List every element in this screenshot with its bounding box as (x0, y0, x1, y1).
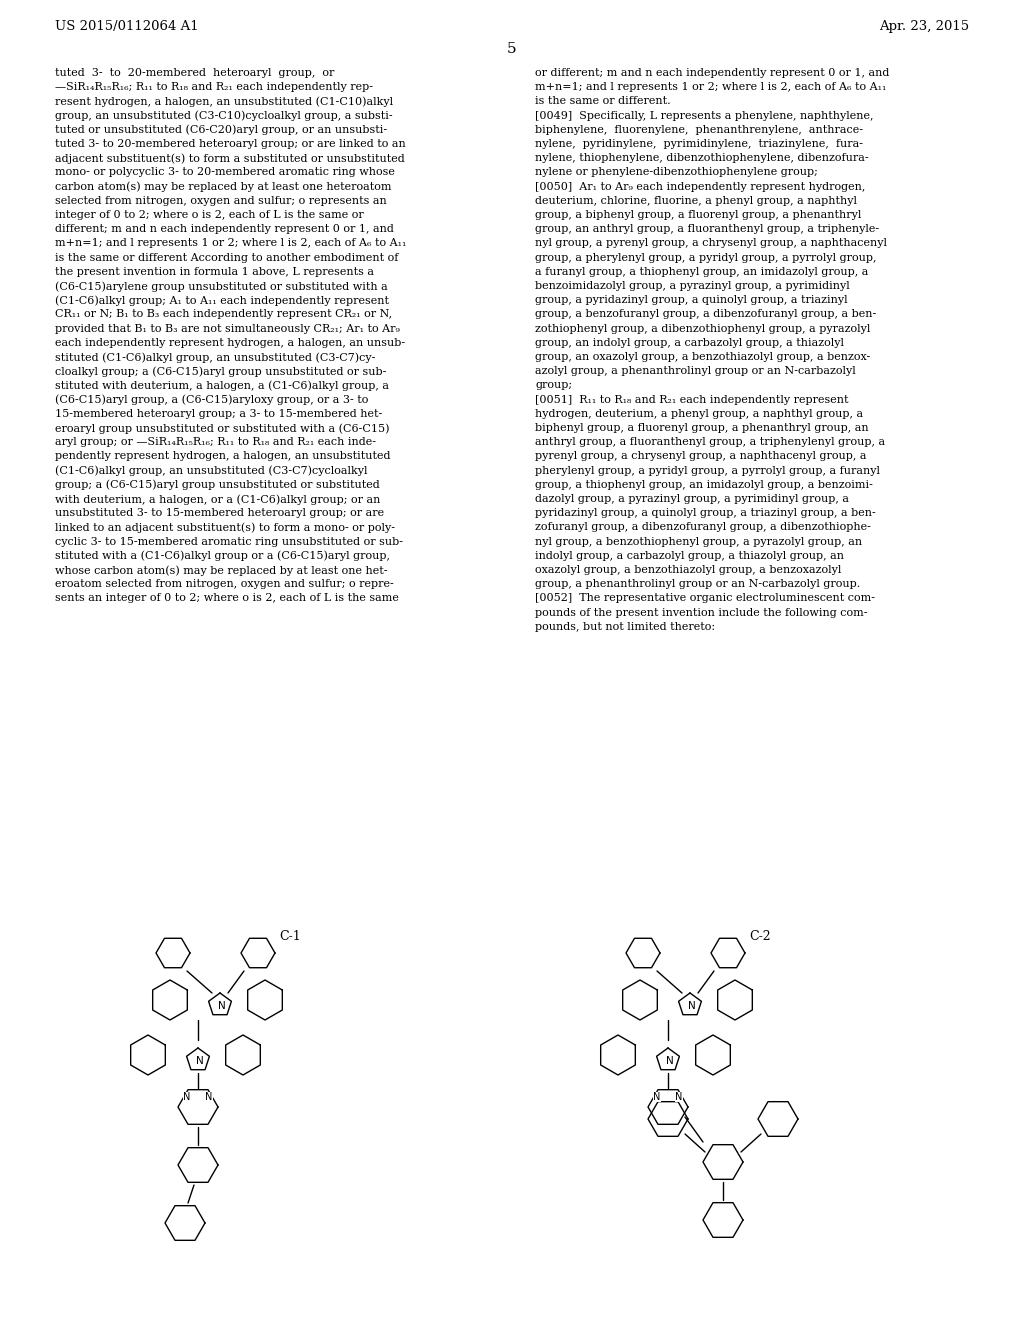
Text: deuterium, chlorine, fluorine, a phenyl group, a naphthyl: deuterium, chlorine, fluorine, a phenyl … (535, 195, 857, 206)
Text: nyl group, a benzothiophenyl group, a pyrazolyl group, an: nyl group, a benzothiophenyl group, a py… (535, 537, 862, 546)
Text: group, an indolyl group, a carbazolyl group, a thiazolyl: group, an indolyl group, a carbazolyl gr… (535, 338, 844, 347)
Text: N: N (675, 1092, 683, 1102)
Text: N: N (218, 1001, 226, 1011)
Text: indolyl group, a carbazolyl group, a thiazolyl group, an: indolyl group, a carbazolyl group, a thi… (535, 550, 844, 561)
Text: aryl group; or —SiR₁₄R₁₅R₁₆; R₁₁ to R₁₈ and R₂₁ each inde-: aryl group; or —SiR₁₄R₁₅R₁₆; R₁₁ to R₁₈ … (55, 437, 376, 447)
Text: —SiR₁₄R₁₅R₁₆; R₁₁ to R₁₈ and R₂₁ each independently rep-: —SiR₁₄R₁₅R₁₆; R₁₁ to R₁₈ and R₂₁ each in… (55, 82, 373, 92)
Text: the present invention in formula 1 above, L represents a: the present invention in formula 1 above… (55, 267, 374, 277)
Text: N: N (183, 1092, 190, 1102)
Text: [0050]  Ar₁ to Ar₉ each independently represent hydrogen,: [0050] Ar₁ to Ar₉ each independently rep… (535, 182, 865, 191)
Text: group, a pherylenyl group, a pyridyl group, a pyrrolyl group,: group, a pherylenyl group, a pyridyl gro… (535, 252, 877, 263)
Text: [0049]  Specifically, L represents a phenylene, naphthylene,: [0049] Specifically, L represents a phen… (535, 111, 873, 120)
Text: (C6-C15)aryl group, a (C6-C15)aryloxy group, or a 3- to: (C6-C15)aryl group, a (C6-C15)aryloxy gr… (55, 395, 369, 405)
Text: N: N (653, 1092, 660, 1102)
Text: linked to an adjacent substituent(s) to form a mono- or poly-: linked to an adjacent substituent(s) to … (55, 523, 395, 533)
Text: group, a biphenyl group, a fluorenyl group, a phenanthryl: group, a biphenyl group, a fluorenyl gro… (535, 210, 861, 220)
Text: with deuterium, a halogen, or a (C1-C6)alkyl group; or an: with deuterium, a halogen, or a (C1-C6)a… (55, 494, 380, 504)
Text: tuted 3- to 20-membered heteroaryl group; or are linked to an: tuted 3- to 20-membered heteroaryl group… (55, 139, 406, 149)
Text: azolyl group, a phenanthrolinyl group or an N-carbazolyl: azolyl group, a phenanthrolinyl group or… (535, 366, 856, 376)
Text: m+n=1; and l represents 1 or 2; where l is 2, each of A₆ to A₁₁: m+n=1; and l represents 1 or 2; where l … (535, 82, 887, 92)
Text: carbon atom(s) may be replaced by at least one heteroatom: carbon atom(s) may be replaced by at lea… (55, 182, 391, 193)
Text: adjacent substituent(s) to form a substituted or unsubstituted: adjacent substituent(s) to form a substi… (55, 153, 404, 164)
Text: stituted with a (C1-C6)alkyl group or a (C6-C15)aryl group,: stituted with a (C1-C6)alkyl group or a … (55, 550, 390, 561)
Text: nyl group, a pyrenyl group, a chrysenyl group, a naphthacenyl: nyl group, a pyrenyl group, a chrysenyl … (535, 239, 887, 248)
Text: group, an anthryl group, a fluoranthenyl group, a triphenyle-: group, an anthryl group, a fluoranthenyl… (535, 224, 880, 234)
Text: eroatom selected from nitrogen, oxygen and sulfur; o repre-: eroatom selected from nitrogen, oxygen a… (55, 579, 394, 589)
Text: different; m and n each independently represent 0 or 1, and: different; m and n each independently re… (55, 224, 394, 234)
Text: group, a phenanthrolinyl group or an N-carbazolyl group.: group, a phenanthrolinyl group or an N-c… (535, 579, 860, 589)
Text: benzoimidazolyl group, a pyrazinyl group, a pyrimidinyl: benzoimidazolyl group, a pyrazinyl group… (535, 281, 850, 290)
Text: resent hydrogen, a halogen, an unsubstituted (C1-C10)alkyl: resent hydrogen, a halogen, an unsubstit… (55, 96, 393, 107)
Text: unsubstituted 3- to 15-membered heteroaryl group; or are: unsubstituted 3- to 15-membered heteroar… (55, 508, 384, 519)
Text: Apr. 23, 2015: Apr. 23, 2015 (879, 20, 969, 33)
Text: CR₁₁ or N; B₁ to B₃ each independently represent CR₂₁ or N,: CR₁₁ or N; B₁ to B₃ each independently r… (55, 309, 392, 319)
Text: biphenylene,  fluorenylene,  phenanthrenylene,  anthrace-: biphenylene, fluorenylene, phenanthrenyl… (535, 125, 863, 135)
Text: (C6-C15)arylene group unsubstituted or substituted with a: (C6-C15)arylene group unsubstituted or s… (55, 281, 388, 292)
Text: group, a benzofuranyl group, a dibenzofuranyl group, a ben-: group, a benzofuranyl group, a dibenzofu… (535, 309, 877, 319)
Text: N: N (667, 1056, 674, 1067)
Text: group, an oxazolyl group, a benzothiazolyl group, a benzox-: group, an oxazolyl group, a benzothiazol… (535, 352, 870, 362)
Text: group; a (C6-C15)aryl group unsubstituted or substituted: group; a (C6-C15)aryl group unsubstitute… (55, 479, 380, 490)
Text: biphenyl group, a fluorenyl group, a phenanthryl group, an: biphenyl group, a fluorenyl group, a phe… (535, 422, 868, 433)
Text: provided that B₁ to B₃ are not simultaneously CR₂₁; Ar₁ to Ar₉: provided that B₁ to B₃ are not simultane… (55, 323, 400, 334)
Text: pherylenyl group, a pyridyl group, a pyrrolyl group, a furanyl: pherylenyl group, a pyridyl group, a pyr… (535, 466, 880, 475)
Text: mono- or polycyclic 3- to 20-membered aromatic ring whose: mono- or polycyclic 3- to 20-membered ar… (55, 168, 395, 177)
Text: tuted  3-  to  20-membered  heteroaryl  group,  or: tuted 3- to 20-membered heteroaryl group… (55, 69, 335, 78)
Text: group, a thiophenyl group, an imidazolyl group, a benzoimi-: group, a thiophenyl group, an imidazolyl… (535, 479, 872, 490)
Text: zothiophenyl group, a dibenzothiophenyl group, a pyrazolyl: zothiophenyl group, a dibenzothiophenyl … (535, 323, 870, 334)
Text: (C1-C6)alkyl group, an unsubstituted (C3-C7)cycloalkyl: (C1-C6)alkyl group, an unsubstituted (C3… (55, 466, 368, 477)
Text: [0052]  The representative organic electroluminescent com-: [0052] The representative organic electr… (535, 594, 874, 603)
Text: pendently represent hydrogen, a halogen, an unsubstituted: pendently represent hydrogen, a halogen,… (55, 451, 390, 462)
Text: each independently represent hydrogen, a halogen, an unsub-: each independently represent hydrogen, a… (55, 338, 406, 347)
Text: cyclic 3- to 15-membered aromatic ring unsubstituted or sub-: cyclic 3- to 15-membered aromatic ring u… (55, 537, 403, 546)
Text: pyrenyl group, a chrysenyl group, a naphthacenyl group, a: pyrenyl group, a chrysenyl group, a naph… (535, 451, 866, 462)
Text: nylene, thiophenylene, dibenzothiophenylene, dibenzofura-: nylene, thiophenylene, dibenzothiophenyl… (535, 153, 868, 164)
Text: 5: 5 (507, 42, 517, 55)
Text: nylene or phenylene-dibenzothiophenylene group;: nylene or phenylene-dibenzothiophenylene… (535, 168, 818, 177)
Text: US 2015/0112064 A1: US 2015/0112064 A1 (55, 20, 199, 33)
Text: N: N (206, 1092, 213, 1102)
Text: [0051]  R₁₁ to R₁₈ and R₂₁ each independently represent: [0051] R₁₁ to R₁₈ and R₂₁ each independe… (535, 395, 849, 405)
Text: C-1: C-1 (280, 931, 301, 942)
Text: nylene,  pyridinylene,  pyrimidinylene,  triazinylene,  fura-: nylene, pyridinylene, pyrimidinylene, tr… (535, 139, 863, 149)
Text: cloalkyl group; a (C6-C15)aryl group unsubstituted or sub-: cloalkyl group; a (C6-C15)aryl group uns… (55, 366, 386, 376)
Text: zofuranyl group, a dibenzofuranyl group, a dibenzothiophe-: zofuranyl group, a dibenzofuranyl group,… (535, 523, 870, 532)
Text: eroaryl group unsubstituted or substituted with a (C6-C15): eroaryl group unsubstituted or substitut… (55, 422, 389, 433)
Text: dazolyl group, a pyrazinyl group, a pyrimidinyl group, a: dazolyl group, a pyrazinyl group, a pyri… (535, 494, 849, 504)
Text: sents an integer of 0 to 2; where o is 2, each of L is the same: sents an integer of 0 to 2; where o is 2… (55, 594, 399, 603)
Text: is the same or different.: is the same or different. (535, 96, 671, 107)
Text: group;: group; (535, 380, 572, 391)
Text: stituted with deuterium, a halogen, a (C1-C6)alkyl group, a: stituted with deuterium, a halogen, a (C… (55, 380, 389, 391)
Text: N: N (197, 1056, 204, 1067)
Text: C-2: C-2 (750, 931, 771, 942)
Text: 15-membered heteroaryl group; a 3- to 15-membered het-: 15-membered heteroaryl group; a 3- to 15… (55, 409, 382, 418)
Text: N: N (688, 1001, 696, 1011)
Text: m+n=1; and l represents 1 or 2; where l is 2, each of A₆ to A₁₁: m+n=1; and l represents 1 or 2; where l … (55, 239, 407, 248)
Text: (C1-C6)alkyl group; A₁ to A₁₁ each independently represent: (C1-C6)alkyl group; A₁ to A₁₁ each indep… (55, 296, 389, 306)
Text: anthryl group, a fluoranthenyl group, a triphenylenyl group, a: anthryl group, a fluoranthenyl group, a … (535, 437, 885, 447)
Text: selected from nitrogen, oxygen and sulfur; o represents an: selected from nitrogen, oxygen and sulfu… (55, 195, 387, 206)
Text: hydrogen, deuterium, a phenyl group, a naphthyl group, a: hydrogen, deuterium, a phenyl group, a n… (535, 409, 863, 418)
Text: is the same or different According to another embodiment of: is the same or different According to an… (55, 252, 398, 263)
Text: group, a pyridazinyl group, a quinolyl group, a triazinyl: group, a pyridazinyl group, a quinolyl g… (535, 296, 848, 305)
Text: tuted or unsubstituted (C6-C20)aryl group, or an unsubsti-: tuted or unsubstituted (C6-C20)aryl grou… (55, 125, 387, 136)
Text: a furanyl group, a thiophenyl group, an imidazolyl group, a: a furanyl group, a thiophenyl group, an … (535, 267, 868, 277)
Text: integer of 0 to 2; where o is 2, each of L is the same or: integer of 0 to 2; where o is 2, each of… (55, 210, 364, 220)
Text: stituted (C1-C6)alkyl group, an unsubstituted (C3-C7)cy-: stituted (C1-C6)alkyl group, an unsubsti… (55, 352, 376, 363)
Text: group, an unsubstituted (C3-C10)cycloalkyl group, a substi-: group, an unsubstituted (C3-C10)cycloalk… (55, 111, 392, 121)
Text: or different; m and n each independently represent 0 or 1, and: or different; m and n each independently… (535, 69, 890, 78)
Text: pyridazinyl group, a quinolyl group, a triazinyl group, a ben-: pyridazinyl group, a quinolyl group, a t… (535, 508, 876, 519)
Text: whose carbon atom(s) may be replaced by at least one het-: whose carbon atom(s) may be replaced by … (55, 565, 387, 576)
Text: oxazolyl group, a benzothiazolyl group, a benzoxazolyl: oxazolyl group, a benzothiazolyl group, … (535, 565, 842, 576)
Text: pounds, but not limited thereto:: pounds, but not limited thereto: (535, 622, 715, 632)
Text: pounds of the present invention include the following com-: pounds of the present invention include … (535, 607, 867, 618)
